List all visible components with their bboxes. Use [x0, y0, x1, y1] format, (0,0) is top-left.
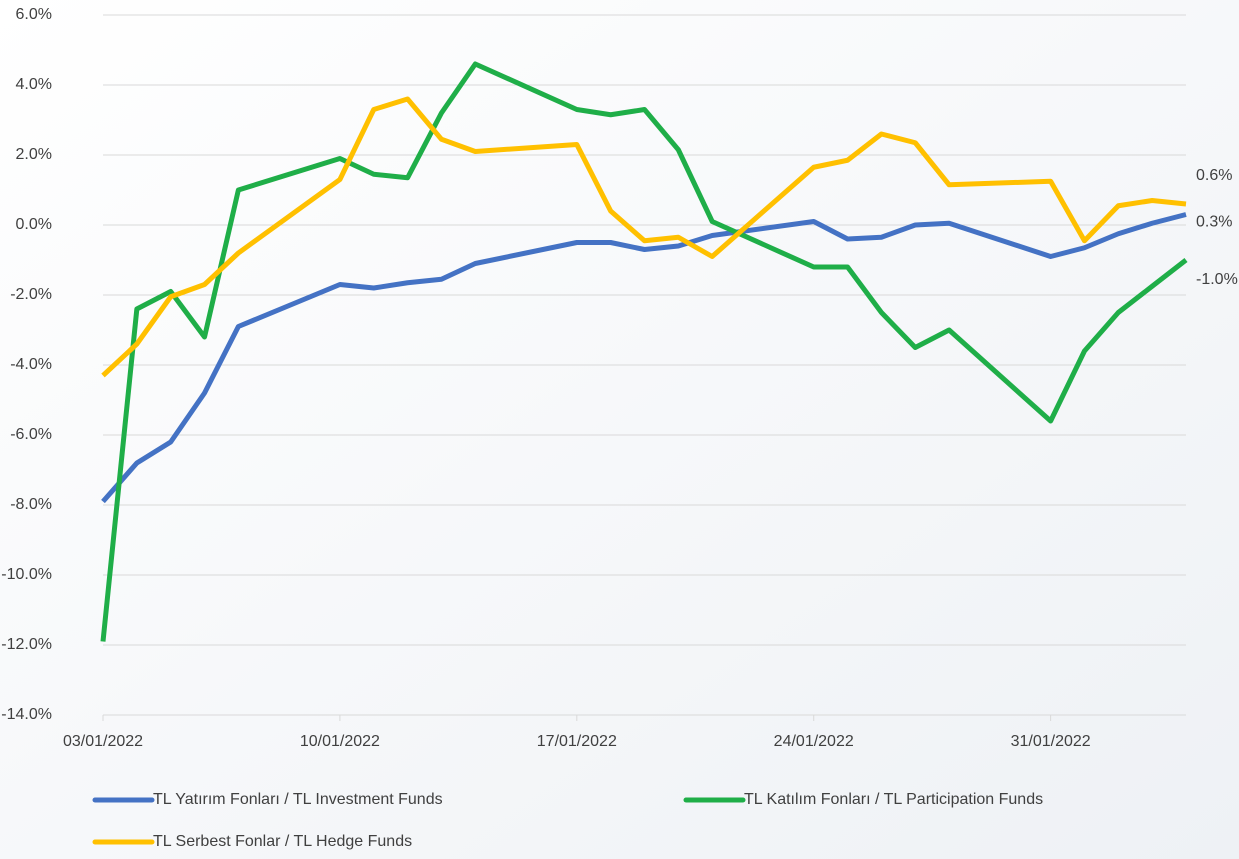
- y-tick-label: -10.0%: [1, 566, 52, 583]
- x-tick-label: 31/01/2022: [1011, 733, 1091, 750]
- data-label: 0.3%: [1196, 214, 1232, 231]
- x-tick-label: 17/01/2022: [537, 733, 617, 750]
- y-tick-label: -2.0%: [10, 286, 52, 303]
- x-tick-label: 10/01/2022: [300, 733, 380, 750]
- data-label: -1.0%: [1196, 271, 1238, 288]
- y-tick-label: -6.0%: [10, 426, 52, 443]
- y-tick-label: -12.0%: [1, 636, 52, 653]
- y-tick-label: -8.0%: [10, 496, 52, 513]
- chart: -14.0% -12.0% -10.0% -8.0% -6.0% -4.0% -2.0% 0.…: [0, 0, 1239, 859]
- legend-label: TL Yatırım Fonları / TL Investment Funds: [153, 791, 443, 808]
- y-tick-label: 2.0%: [16, 146, 52, 163]
- y-tick-label: 4.0%: [16, 76, 52, 93]
- y-tick-label: 6.0%: [16, 6, 52, 23]
- y-tick-label: -4.0%: [10, 356, 52, 373]
- legend-label: TL Serbest Fonlar / TL Hedge Funds: [153, 833, 412, 850]
- x-tick-label: 24/01/2022: [774, 733, 854, 750]
- y-tick-label: -14.0%: [1, 706, 52, 723]
- x-tick-label: 03/01/2022: [63, 733, 143, 750]
- data-label: 0.6%: [1196, 167, 1232, 184]
- y-tick-label: 0.0%: [16, 216, 52, 233]
- page: -14.0% -12.0% -10.0% -8.0% -6.0% -4.0% -2.0% 0.…: [0, 0, 1239, 859]
- background: [0, 0, 1239, 859]
- legend-label: TL Katılım Fonları / TL Participation Fu…: [744, 791, 1043, 808]
